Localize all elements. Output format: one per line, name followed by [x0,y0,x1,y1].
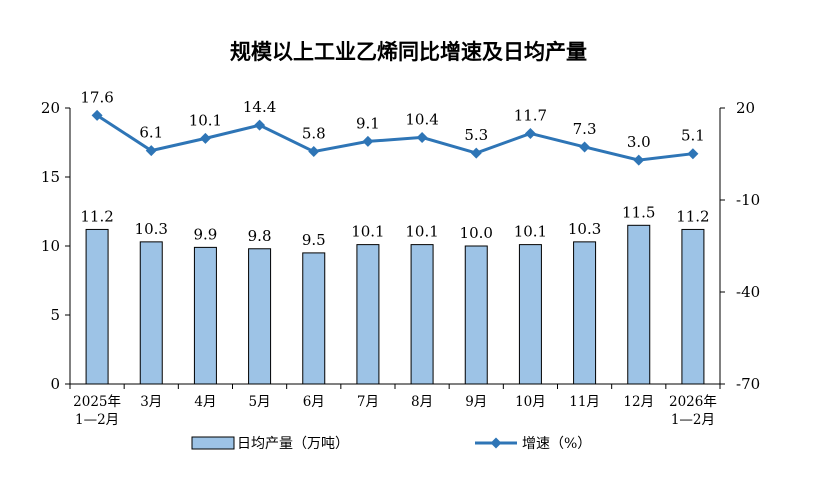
bar-data-label: 9.5 [302,231,326,249]
legend-line-marker [490,437,502,449]
growth-rate-point [145,145,157,157]
bar-daily-output [356,244,380,385]
bar-data-label: 10.1 [514,223,547,241]
bar-data-label: 11.5 [622,203,655,221]
bar-daily-output [248,248,272,385]
growth-rate-point [524,127,536,139]
legend-bar-label: 日均产量（万吨） [237,436,349,452]
legend-bar-swatch [191,436,235,450]
line-data-label: 14.4 [243,98,276,116]
growth-rate-point [470,147,482,159]
line-data-label: 5.1 [681,127,705,145]
growth-rate-point [199,132,211,144]
bar-data-label: 11.2 [676,207,709,225]
bar-data-label: 10.3 [568,220,601,238]
bar-daily-output [193,246,217,385]
bar-daily-output [573,241,597,385]
left-axis-tick-label: 20 [41,99,60,117]
left-axis-tick-label: 10 [41,237,60,255]
bar-data-label: 10.0 [460,224,493,242]
growth-rate-point [687,148,699,160]
x-axis-category-label: 4月 [194,394,216,410]
growth-rate-point [362,135,374,147]
line-data-label: 5.8 [302,125,326,143]
line-data-label: 3.0 [627,133,651,151]
right-axis-tick-label: 20 [736,99,755,117]
bar-daily-output [139,241,163,385]
bar-data-label: 9.9 [193,225,217,243]
bar-daily-output [410,244,434,385]
bar-daily-output [518,244,542,385]
bar-daily-output [85,228,109,385]
chart-title: 规模以上工业乙烯同比增速及日均产量 [230,40,587,64]
growth-rate-point [633,154,645,166]
x-axis-category-label: 7月 [357,394,379,410]
bar-data-label: 10.1 [351,223,384,241]
line-data-label: 9.1 [356,114,380,132]
x-axis-category-label: 5月 [249,394,271,410]
line-data-label: 6.1 [139,124,163,142]
line-data-label: 5.3 [464,126,488,144]
x-axis-category-label: 8月 [411,394,433,410]
x-axis-category-label: 2026年 [669,394,717,410]
x-axis-category-label: 12月 [623,394,654,410]
left-axis-tick-label: 0 [50,375,60,393]
growth-rate-point [308,146,320,158]
bar-daily-output [302,252,326,385]
growth-rate-point [254,119,266,131]
line-data-label: 7.3 [573,120,597,138]
x-axis-category-label: 9月 [465,394,487,410]
line-data-label: 10.4 [405,110,438,128]
x-axis-category-label: 6月 [303,394,325,410]
line-data-label: 11.7 [514,106,547,124]
growth-rate-point [416,131,428,143]
x-axis-category-label: 11月 [569,394,600,410]
line-data-label: 10.1 [189,111,222,129]
x-axis-category-label: 1—2月 [671,412,715,428]
right-axis-tick-label: -10 [736,191,760,209]
growth-rate-line [96,114,694,162]
left-axis-tick-label: 5 [50,306,60,324]
bar-data-label: 11.2 [80,207,113,225]
right-axis-tick-label: -40 [736,283,760,301]
bar-data-label: 9.8 [248,227,272,245]
bar-data-label: 10.3 [135,220,168,238]
x-axis-category-label: 10月 [515,394,546,410]
x-axis-category-label: 1—2月 [75,412,119,428]
x-axis-category-label: 3月 [140,394,162,410]
right-axis-tick-label: -70 [736,375,760,393]
bar-data-label: 10.1 [405,223,438,241]
bar-daily-output [681,228,705,385]
growth-rate-point [91,109,103,121]
growth-rate-point [579,141,591,153]
bar-daily-output [627,224,651,385]
legend-line-label: 增速（%） [522,436,591,452]
left-axis-tick-label: 15 [41,168,60,186]
x-axis-category-label: 2025年 [73,394,121,410]
line-data-label: 17.6 [80,88,113,106]
bar-daily-output [464,245,488,385]
